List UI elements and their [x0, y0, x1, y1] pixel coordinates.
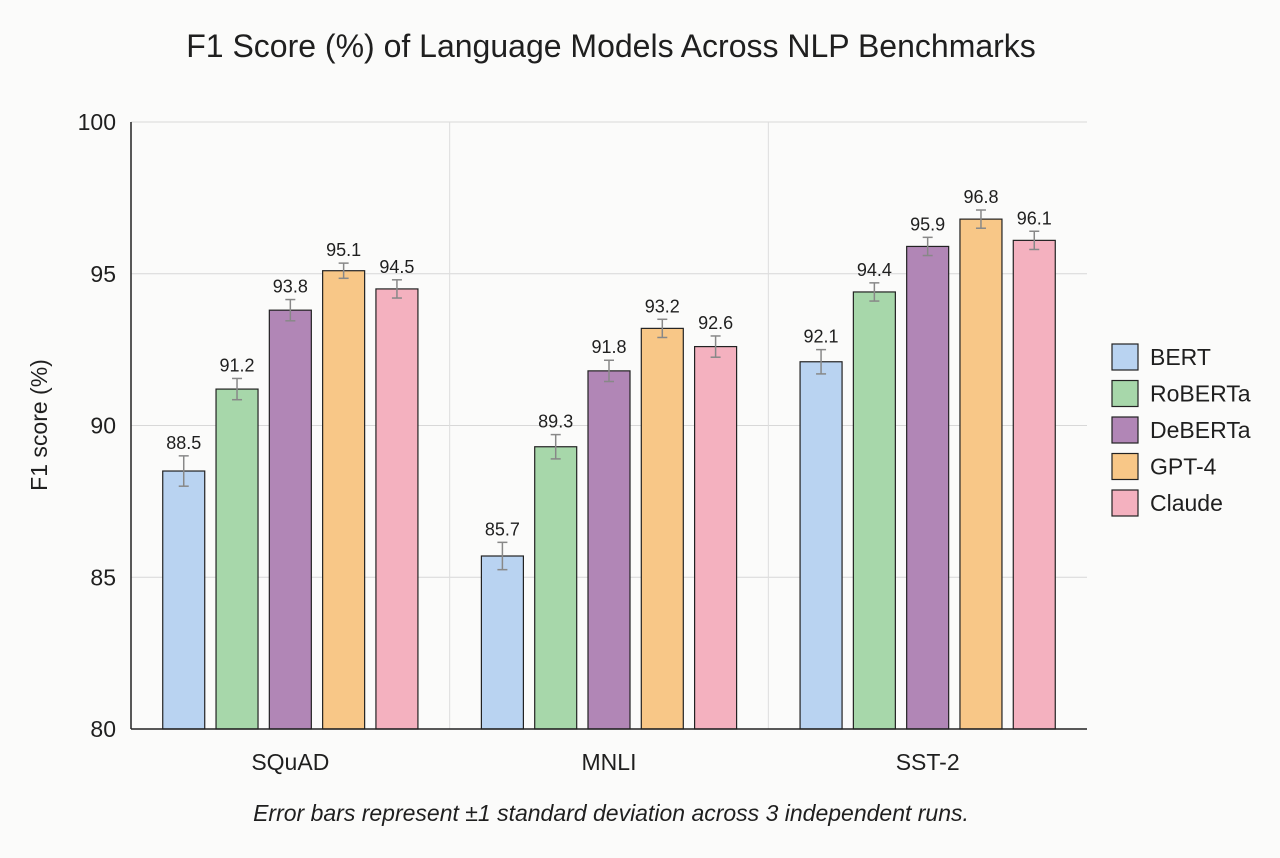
data-label: 96.8 [963, 187, 998, 207]
bar-claude-mnli [693, 345, 738, 730]
y-axis-label: F1 score (%) [26, 359, 52, 491]
legend-swatch [1111, 489, 1139, 517]
error-bar [232, 377, 243, 401]
y-tick-label: 80 [90, 716, 116, 742]
error-bar [338, 262, 349, 280]
legend-item-claude: Claude [1111, 489, 1223, 517]
legend-swatch [1111, 416, 1139, 444]
legend-label: DeBERTa [1150, 417, 1251, 443]
bar-bert-sst-2 [799, 361, 843, 730]
legend-label: RoBERTa [1150, 381, 1251, 407]
bar-gpt-4-sst-2 [959, 218, 1003, 730]
legend-item-deberta: DeBERTa [1111, 416, 1251, 444]
data-label: 95.9 [910, 214, 945, 234]
error-bar [604, 359, 614, 383]
error-bar [550, 433, 561, 460]
error-bar [922, 236, 933, 257]
data-label: 85.7 [485, 519, 520, 539]
legend-swatch [1111, 452, 1139, 481]
bar-deberta-mnli [587, 370, 631, 730]
bar-roberta-sst-2 [852, 291, 896, 730]
error-bar [975, 209, 986, 229]
x-tick-label: MNLI [582, 749, 637, 775]
data-label: 94.5 [379, 257, 414, 277]
x-tick-label: SST-2 [896, 749, 960, 775]
error-bar [657, 318, 668, 339]
data-label: 89.3 [538, 412, 573, 432]
bar-roberta-mnli [534, 446, 578, 730]
chart-caption: Error bars represent ±1 standard deviati… [253, 800, 969, 826]
bar-bert-mnli [480, 555, 524, 730]
legend: BERT RoBERTa DeBERTa GPT-4 Claude [1111, 343, 1251, 517]
bar-claude-sst-2 [1012, 239, 1056, 730]
bar-bert-squad [162, 470, 206, 730]
data-label: 95.1 [326, 240, 361, 260]
y-tick-label: 85 [90, 564, 116, 590]
legend-item-roberta: RoBERTa [1111, 379, 1251, 408]
legend-label: Claude [1150, 490, 1223, 516]
bars [162, 209, 1056, 730]
error-bar [285, 298, 296, 322]
bar-deberta-sst-2 [906, 245, 950, 730]
data-label: 88.5 [166, 433, 201, 453]
data-label: 91.8 [591, 337, 626, 357]
error-bar [391, 279, 402, 299]
legend-label: GPT-4 [1150, 454, 1217, 480]
legend-swatch [1111, 343, 1139, 371]
chart-title: F1 Score (%) of Language Models Across N… [186, 28, 1036, 64]
bar-gpt-4-squad [322, 270, 366, 730]
legend-item-gpt-4: GPT-4 [1111, 452, 1217, 481]
data-label: 96.1 [1017, 208, 1052, 228]
error-bar [1029, 230, 1040, 251]
value-labels: 88.5 91.2 93.8 95.1 94.5 85.7 89.3 91.8 93.2 92.6… [166, 187, 1052, 539]
bar-claude-squad [375, 288, 419, 730]
y-tick-label: 90 [90, 413, 116, 439]
error-bar [497, 541, 508, 571]
legend-swatch [1111, 379, 1139, 408]
bar-gpt-4-mnli [640, 327, 684, 730]
data-label: 93.8 [273, 277, 308, 297]
error-bar [710, 335, 721, 358]
axes: 80 85 90 95 100 SQuAD MNLI SST-2 [78, 109, 1087, 775]
legend-item-bert: BERT [1111, 343, 1211, 371]
bar-roberta-squad [215, 388, 259, 730]
legend-label: BERT [1150, 344, 1211, 370]
x-tick-label: SQuAD [251, 749, 329, 775]
error-bar [178, 455, 189, 487]
bar-deberta-squad [268, 309, 312, 730]
error-bar [816, 348, 827, 375]
data-label: 92.1 [804, 327, 839, 347]
y-tick-label: 100 [78, 109, 116, 135]
data-label: 92.6 [698, 313, 733, 333]
data-label: 91.2 [220, 355, 255, 375]
data-label: 93.2 [645, 296, 680, 316]
error-bar [869, 282, 880, 302]
y-tick-label: 95 [90, 261, 116, 287]
data-label: 94.4 [857, 260, 892, 280]
